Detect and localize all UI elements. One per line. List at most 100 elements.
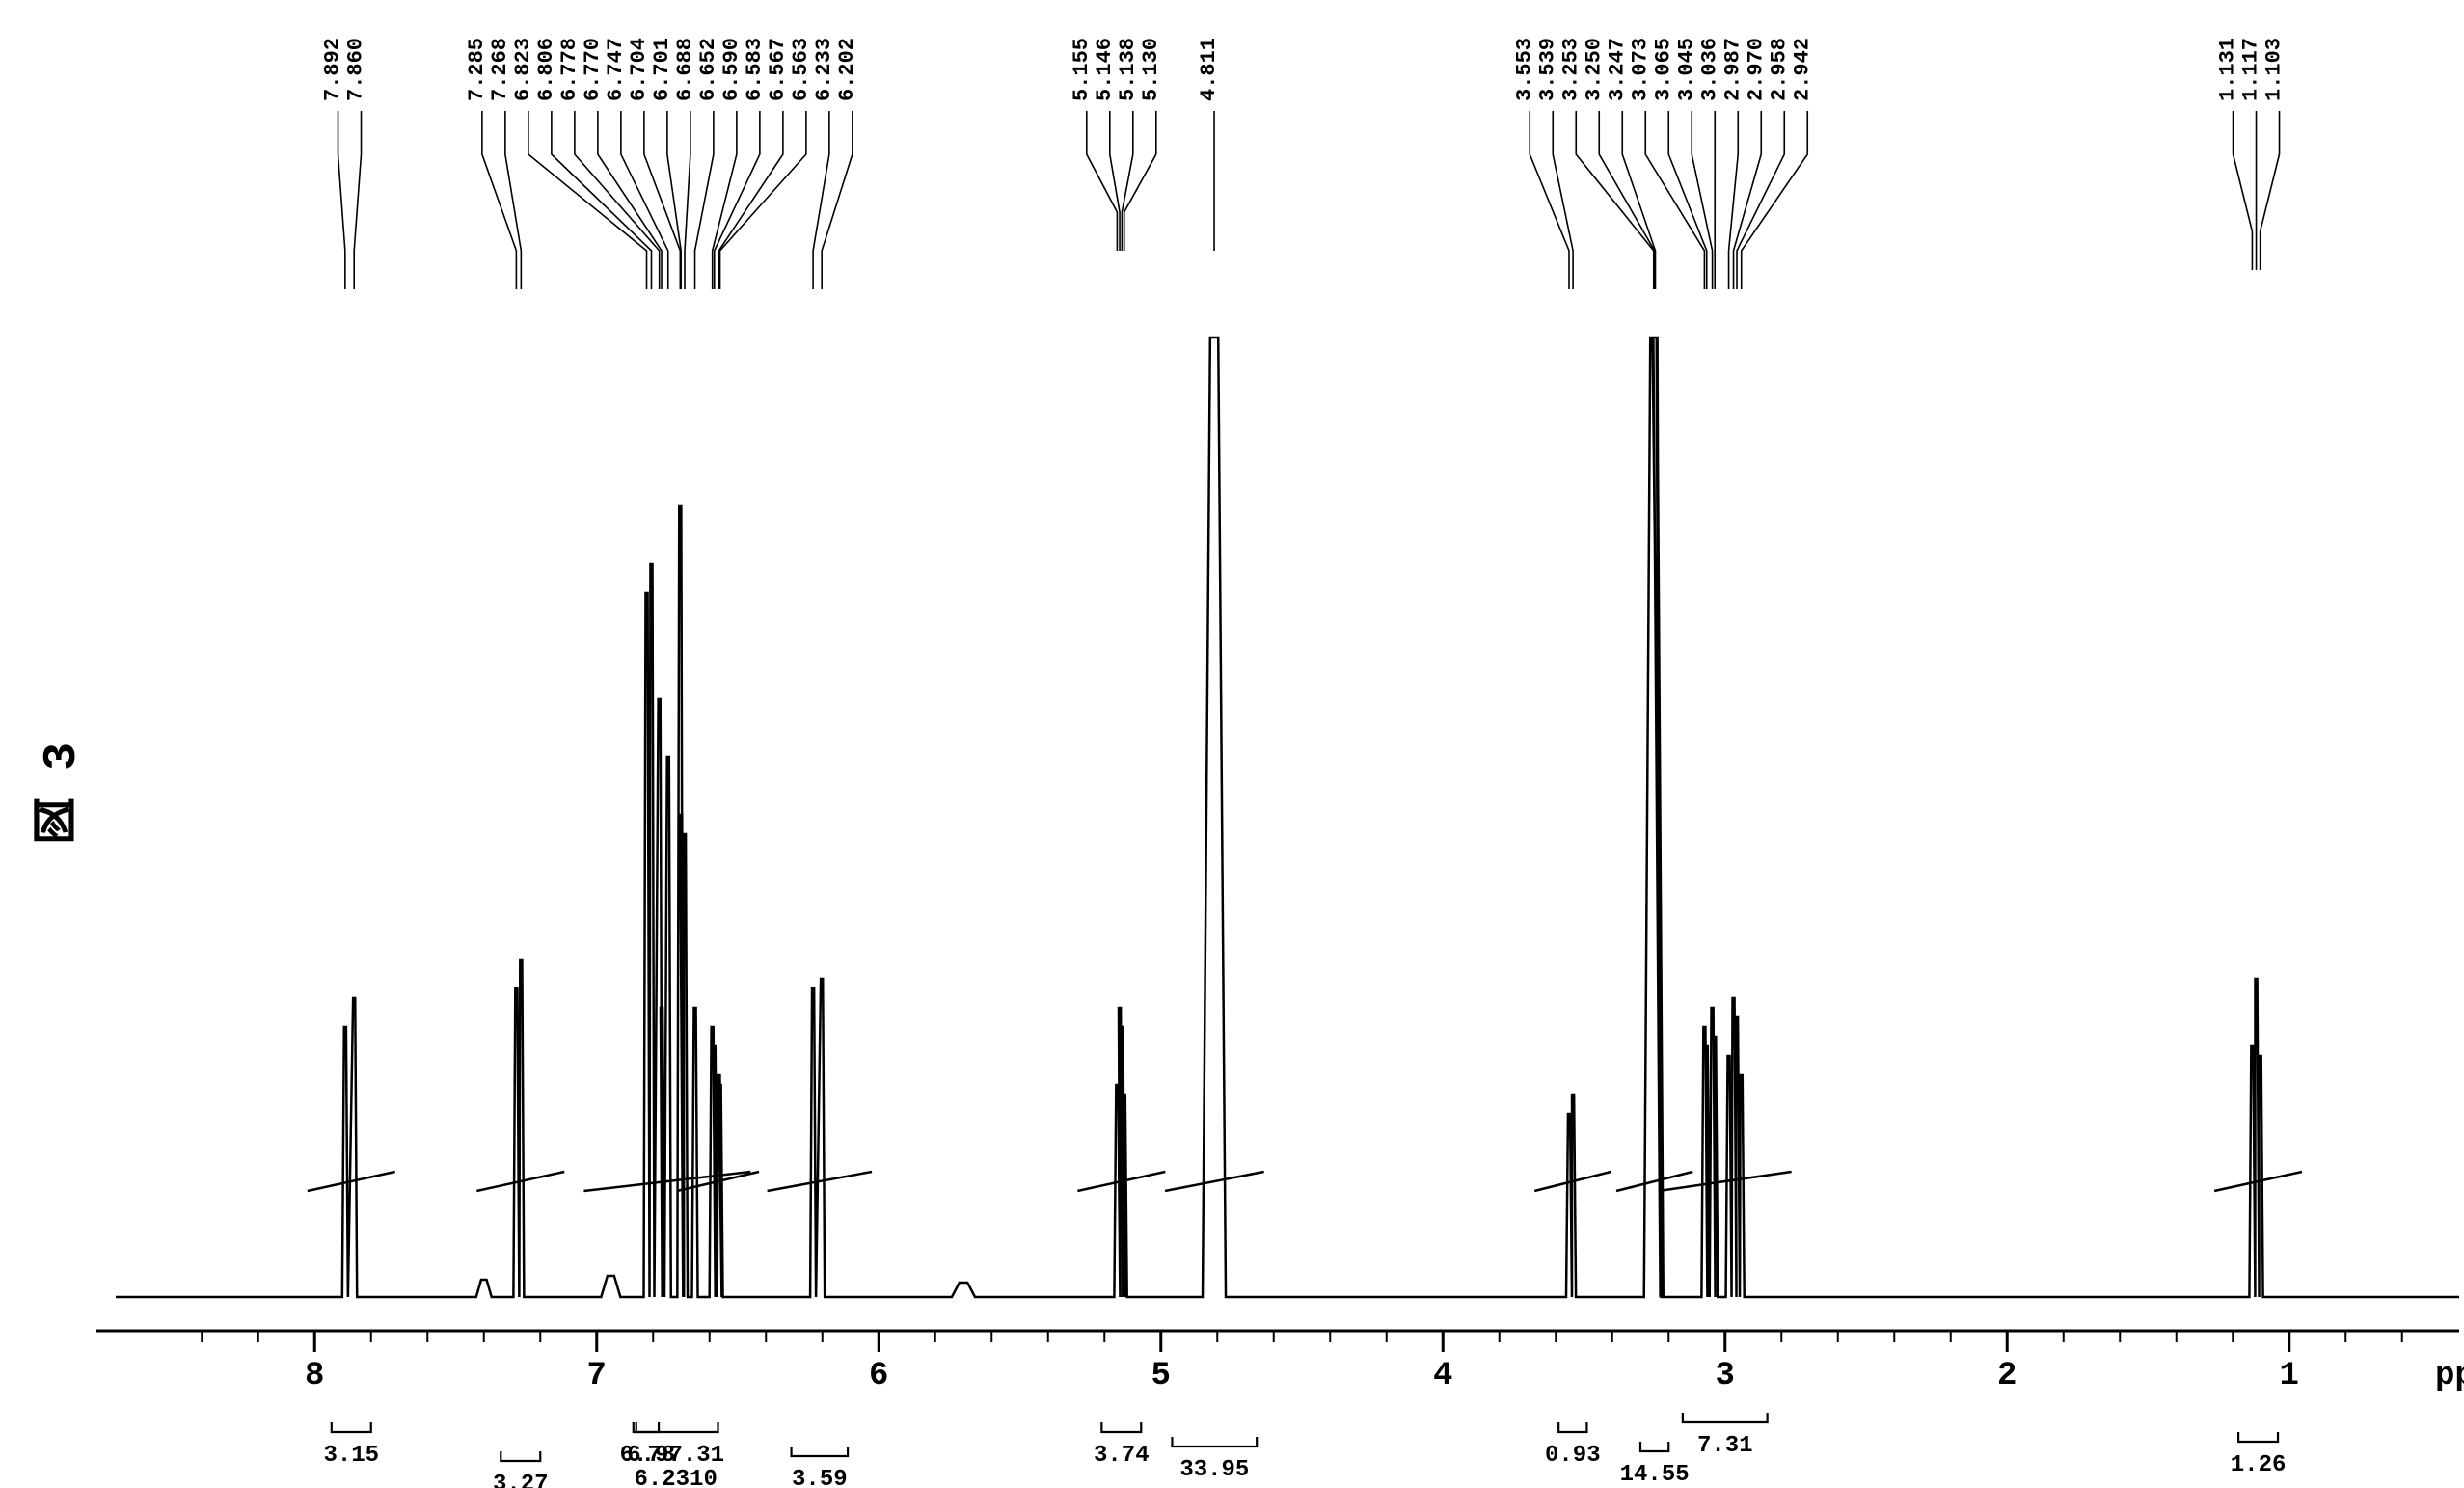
- peak-label-connector: [1124, 111, 1156, 251]
- peak-ppm-label: 3.247: [1605, 38, 1629, 101]
- peak-ppm-label: 5.146: [1093, 38, 1117, 101]
- peak-label-connector: [1110, 111, 1120, 251]
- integral-bracket: [2238, 1432, 2278, 1442]
- peak-ppm-label: 6.688: [673, 38, 697, 101]
- integral-value: 0.93: [1545, 1443, 1601, 1469]
- peak-ppm-label: 6.778: [557, 38, 582, 101]
- peak-ppm-label: 5.138: [1116, 38, 1140, 101]
- peak-ppm-label: 3.539: [1535, 38, 1559, 101]
- peak-label-connector: [2234, 111, 2253, 270]
- integral-bracket: [1683, 1413, 1768, 1422]
- peak-ppm-label: 3.045: [1674, 38, 1698, 101]
- peak-ppm-label: 2.958: [1767, 38, 1791, 101]
- peak-ppm-label: 4.811: [1197, 38, 1221, 101]
- integral-value: 6.97.31: [627, 1443, 724, 1469]
- peak-ppm-label: 2.987: [1720, 38, 1745, 101]
- peak-ppm-label: 6.563: [789, 38, 813, 101]
- peak-ppm-label: 3.250: [1582, 38, 1606, 101]
- axis-tick-label: 1: [2280, 1358, 2299, 1394]
- peak-label-connector: [1087, 111, 1118, 251]
- integration-marker: [1165, 1172, 1264, 1191]
- integral-bracket: [634, 1422, 718, 1432]
- peak-ppm-label: 6.590: [719, 38, 744, 101]
- axis-tick-label: 4: [1433, 1358, 1452, 1394]
- peak-label-connector: [354, 111, 361, 289]
- peak-label-connector: [718, 111, 782, 289]
- integral-bracket: [792, 1447, 849, 1456]
- peak-ppm-label: 1.103: [2262, 38, 2287, 101]
- peak-ppm-label: 7.860: [344, 38, 368, 101]
- peak-label-connector: [2261, 111, 2280, 270]
- integral-value: 3.27: [493, 1472, 549, 1488]
- integral-value: 1.26: [2231, 1452, 2287, 1478]
- axis-unit-label: ppm: [2435, 1358, 2464, 1394]
- peak-ppm-label: 3.073: [1628, 38, 1652, 101]
- peak-ppm-label: 7.285: [465, 38, 489, 101]
- peak-ppm-label: 5.155: [1070, 38, 1094, 101]
- peak-label-connector: [1553, 111, 1573, 289]
- peak-label-connector: [822, 111, 853, 289]
- integral-value: 33.95: [1179, 1457, 1249, 1483]
- integration-marker: [583, 1172, 750, 1191]
- integral-bracket: [501, 1451, 540, 1461]
- peak-ppm-label: 7.268: [488, 38, 512, 101]
- peak-ppm-label: 1.131: [2216, 38, 2240, 101]
- peak-ppm-label: 6.770: [581, 38, 605, 101]
- peak-ppm-label: 6.747: [604, 38, 628, 101]
- peak-ppm-label: 7.892: [321, 38, 345, 101]
- peak-label-connector: [482, 111, 517, 289]
- peak-label-connector: [338, 111, 345, 289]
- integration-marker: [308, 1172, 395, 1191]
- nmr-spectrum-plot: 8 7 6 5 4 3 2 1 ppm 7.8927.860 7.2857.2686.8236.80…: [0, 0, 2464, 1488]
- integral-bracket: [636, 1422, 659, 1432]
- peak-label-connector: [667, 111, 681, 289]
- peak-ppm-label: 6.652: [696, 38, 720, 101]
- peak-label-connector: [695, 111, 714, 289]
- peak-ppm-label: 2.970: [1744, 38, 1768, 101]
- integral-value: 3.74: [1094, 1443, 1150, 1469]
- peak-ppm-label: 3.253: [1558, 38, 1583, 101]
- integral-bracket: [1172, 1437, 1257, 1447]
- integral-bracket: [1558, 1422, 1586, 1432]
- axis-tick-label: 8: [305, 1358, 324, 1394]
- peak-ppm-label: 6.583: [743, 38, 767, 101]
- peak-ppm-label: 3.036: [1697, 38, 1721, 101]
- peak-ppm-label: 6.701: [650, 38, 674, 101]
- peak-label-connector: [1622, 111, 1655, 289]
- peak-ppm-label: 6.704: [627, 38, 651, 101]
- integral-value: 3.15: [323, 1443, 379, 1469]
- peak-label-connector: [720, 111, 806, 289]
- integral-bracket: [332, 1422, 371, 1432]
- peak-ppm-label: 6.202: [835, 38, 859, 101]
- axis-tick-label: 5: [1151, 1358, 1171, 1394]
- peak-ppm-label: 3.553: [1512, 38, 1536, 101]
- axis-tick-label: 7: [587, 1358, 607, 1394]
- integral-bracket: [1101, 1422, 1141, 1432]
- integral-value: 7.31: [1697, 1433, 1753, 1459]
- peak-ppm-label: 6.233: [812, 38, 836, 101]
- peak-ppm-label: 6.567: [766, 38, 790, 101]
- integral-value: 3.59: [792, 1467, 848, 1488]
- peak-label-connector: [505, 111, 521, 289]
- figure-label: 図 3: [29, 743, 96, 845]
- spectrum-trace: [116, 338, 2459, 1297]
- integral-value: 6.2310: [634, 1467, 717, 1488]
- peak-label-connector: [552, 111, 652, 289]
- integration-marker: [768, 1172, 873, 1191]
- peak-label-connector: [1742, 111, 1808, 289]
- peak-ppm-label: 3.065: [1651, 38, 1675, 101]
- peak-ppm-label: 6.823: [511, 38, 535, 101]
- peak-ppm-label: 1.117: [2239, 38, 2263, 101]
- axis-tick-label: 2: [1997, 1358, 2017, 1394]
- peak-ppm-label: 2.942: [1790, 38, 1814, 101]
- integral-bracket: [1640, 1442, 1668, 1451]
- peak-label-connector: [713, 111, 737, 289]
- peak-label-connector: [1692, 111, 1712, 289]
- integral-value: 14.55: [1620, 1462, 1690, 1488]
- peak-ppm-label: 6.806: [534, 38, 558, 101]
- peak-label-connector: [685, 111, 690, 289]
- axis-tick-label: 6: [869, 1358, 888, 1394]
- peak-ppm-label: 5.130: [1139, 38, 1163, 101]
- axis-tick-label: 3: [1716, 1358, 1735, 1394]
- peak-label-connector: [1576, 111, 1653, 289]
